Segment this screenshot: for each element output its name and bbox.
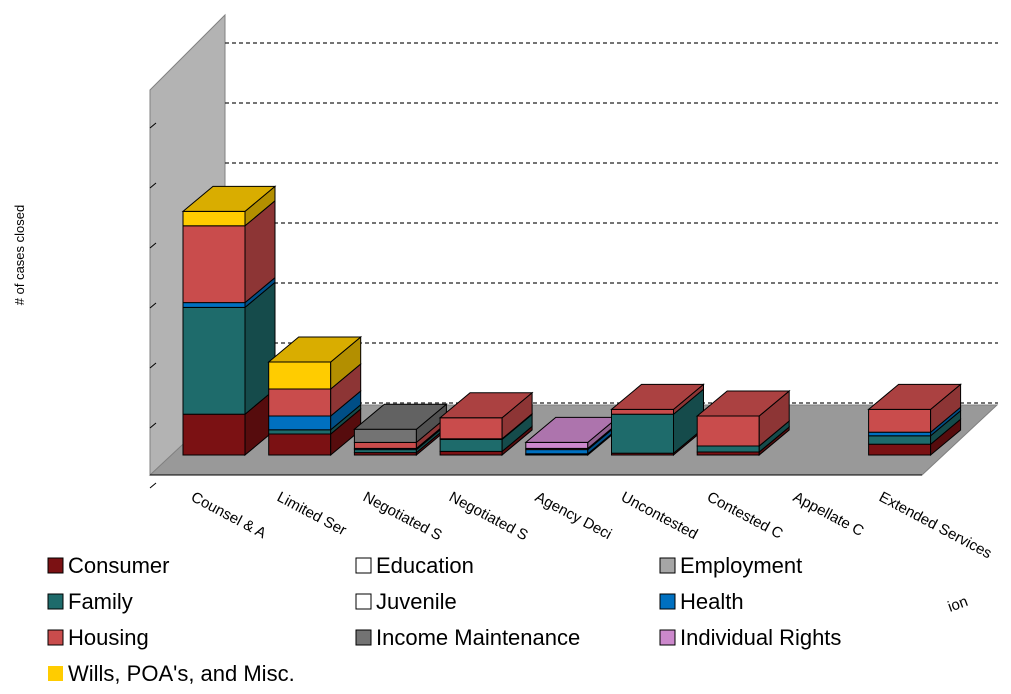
bar-segment-front (182, 306, 246, 415)
legend-swatch (355, 593, 372, 610)
wall-tick (149, 122, 157, 129)
bar-stack (610, 383, 705, 457)
bar-segment-front (268, 415, 332, 431)
legend-item: Individual Rights (659, 625, 841, 650)
legend-label: Education (376, 553, 474, 578)
bar-segment-front (611, 408, 674, 415)
bar-segment-front (353, 428, 417, 443)
wall-tick (149, 242, 157, 249)
bar-segment-front (353, 441, 417, 449)
bar-segment-front (525, 441, 589, 449)
category-label: Extended Services (876, 489, 994, 563)
bar-segment-front (182, 302, 246, 308)
legend-swatch (355, 557, 372, 574)
bar-stack (267, 335, 363, 457)
bar-segment-front (611, 413, 674, 454)
bar-segment-front (182, 413, 246, 456)
bar-segment-front (525, 449, 589, 455)
wall-tick (149, 362, 157, 369)
legend-label: Family (68, 589, 133, 614)
legend-item: Housing (47, 625, 149, 650)
legend-item: Health (659, 589, 744, 614)
bar-stack (867, 383, 962, 457)
bar-stack (695, 389, 791, 457)
category-label: Uncontested (618, 489, 700, 544)
bar-segment-top (867, 383, 962, 410)
bar-segment-top (181, 185, 277, 212)
wall-tick (149, 302, 157, 309)
category-label: Counsel & A (188, 489, 269, 543)
bar-segment-front (868, 443, 932, 456)
legend-swatch (47, 557, 64, 574)
legend-item: Wills, POA's, and Misc. (48, 661, 295, 686)
wall-tick (149, 482, 157, 489)
bar-stack (438, 391, 534, 457)
legend-swatch (659, 593, 676, 610)
category-label-fragment: ion (946, 593, 971, 616)
legend-item: Family (47, 589, 133, 614)
bar-segment-front (268, 388, 332, 417)
legend-swatch (355, 629, 372, 646)
bar-segment-front (268, 429, 332, 435)
wall-tick (149, 422, 157, 429)
bar-segment-front (696, 445, 760, 453)
bar-segment-front (439, 450, 503, 456)
bar-segment-front (439, 438, 503, 452)
bar-segment-front (182, 225, 246, 304)
legend-item: Employment (659, 553, 802, 578)
category-label: Negotiated S (446, 489, 531, 545)
legend-label: Employment (680, 553, 802, 578)
bar-segment-top (353, 403, 448, 430)
legend-label: Health (680, 589, 744, 614)
legend-label: Individual Rights (680, 625, 841, 650)
bar-segment-front (268, 361, 332, 390)
bar-segment-top (267, 336, 363, 363)
category-labels: Counsel & A Limited Ser Negotiated S Negoti… (188, 489, 994, 616)
category-label: Limited Ser (274, 489, 349, 540)
legend-label: Juvenile (376, 589, 457, 614)
bar-segment-top (610, 383, 705, 410)
bar-segment-top (438, 392, 534, 419)
bar-segment-front (182, 210, 246, 227)
bar-segment-front (439, 417, 503, 440)
legend-swatch (659, 629, 676, 646)
bar-stack (181, 185, 277, 457)
legend-item: Income Maintenance (355, 625, 580, 650)
legend-swatch (48, 666, 63, 681)
bar-segment-front (268, 433, 332, 456)
bar-segment-front (868, 408, 932, 433)
category-label: Agency Deci (532, 489, 614, 544)
y-axis-label: # of cases closed (12, 205, 27, 305)
legend-swatch (47, 629, 64, 646)
bar-segment-front (868, 431, 932, 437)
bar-stack (353, 403, 448, 457)
bar-stacks (181, 185, 962, 457)
bar-segment-top (695, 390, 791, 417)
legend-label: Consumer (68, 553, 169, 578)
legend-label: Income Maintenance (376, 625, 580, 650)
wall-tick (149, 182, 157, 189)
bar-stack (524, 416, 620, 457)
bar-segment-front (868, 435, 932, 445)
legend-item: Consumer (47, 553, 169, 578)
legend-label: Housing (68, 625, 149, 650)
legend-label: Wills, POA's, and Misc. (68, 661, 295, 686)
category-label: Contested C (704, 489, 786, 543)
category-label: Negotiated S (360, 489, 445, 545)
legend-swatch (659, 557, 676, 574)
category-label: Appellate C (790, 489, 867, 540)
legend-item: Juvenile (355, 589, 457, 614)
legend-swatch (47, 593, 64, 610)
legend: Consumer Education Employment Family Juvenil… (47, 553, 841, 686)
legend-item: Education (355, 553, 474, 578)
bar-segment-front (696, 415, 760, 447)
